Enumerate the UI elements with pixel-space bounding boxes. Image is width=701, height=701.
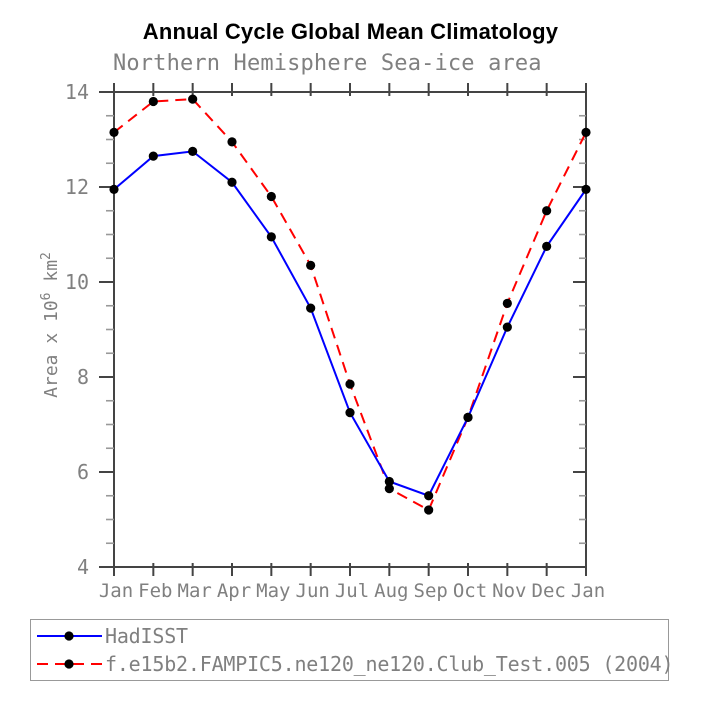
data-point <box>188 94 198 104</box>
hadisst-line-sample <box>37 631 102 641</box>
y-tick-label: 8 <box>77 365 89 389</box>
series-markers-hadisst <box>109 146 591 501</box>
data-point <box>384 476 394 487</box>
x-tick-label: Aug <box>374 580 408 602</box>
y-tick-label: 14 <box>65 80 89 104</box>
x-tick-label: Apr <box>217 580 251 602</box>
legend-box: HadISST f.e15b2.FAMPIC5.ne120_ne120.Club… <box>30 619 674 681</box>
y-axis-ticks <box>99 91 586 568</box>
data-point <box>148 151 158 161</box>
legend-label-hadisst: HadISST <box>105 624 188 648</box>
x-tick-label: Sep <box>414 580 448 602</box>
y-tick-label: 4 <box>77 555 89 579</box>
chart-subtitle: Northern Hemisphere Sea-ice area <box>113 51 542 76</box>
y-tick-label: 12 <box>65 175 89 199</box>
legend-item-model: f.e15b2.FAMPIC5.ne120_ne120.Club_Test.00… <box>35 650 674 678</box>
data-point <box>148 96 158 107</box>
x-tick-label: Jul <box>335 580 369 602</box>
series-markers-f-e15b2-fampic5-ne12 <box>109 94 591 515</box>
y-axis-title-text: Area x 106 km2 <box>39 252 62 398</box>
model-line-sample <box>37 659 102 669</box>
x-axis-ticks <box>113 83 587 576</box>
x-tick-label: Jan <box>99 580 133 602</box>
y-axis-labels: 4 6 8 10 12 14 <box>65 80 89 579</box>
data-point <box>188 146 198 156</box>
data-point <box>345 408 355 418</box>
x-tick-label: Oct <box>453 580 487 602</box>
y-axis-title: Area x 106 km2 <box>39 252 62 398</box>
x-tick-label: May <box>256 580 290 602</box>
legend-item-hadisst: HadISST <box>35 622 668 650</box>
data-point <box>502 322 512 332</box>
data-point <box>384 484 394 494</box>
data-point <box>424 505 434 515</box>
series-line-hadisst <box>113 150 587 497</box>
y-tick-label: 6 <box>77 460 89 484</box>
data-point <box>463 412 473 422</box>
data-point <box>542 241 552 251</box>
data-point <box>266 232 276 242</box>
data-point <box>424 491 434 501</box>
x-tick-label: Mar <box>178 580 212 602</box>
data-point <box>227 137 237 147</box>
y-axis-minor-ticks <box>106 114 586 545</box>
data-point <box>109 184 119 194</box>
x-tick-label: Dec <box>532 580 566 602</box>
plot-frame <box>113 91 587 568</box>
data-point <box>581 184 591 194</box>
series-line-f-e15b2-fampic5-ne12 <box>113 98 587 512</box>
chart-title: Annual Cycle Global Mean Climatology <box>142 19 559 44</box>
x-tick-label: Feb <box>138 580 172 602</box>
data-point <box>227 177 237 187</box>
data-point <box>306 260 316 270</box>
y-tick-label: 10 <box>65 270 89 294</box>
x-tick-label: Jun <box>296 580 330 602</box>
data-point <box>266 191 276 202</box>
x-axis-labels: Jan Feb Mar Apr May Jun Jul Aug Sep Oct Nov Dec Jan <box>99 580 605 602</box>
data-point <box>581 127 591 137</box>
x-tick-label: Nov <box>492 580 526 602</box>
data-point <box>502 298 512 308</box>
data-point <box>345 379 355 389</box>
data-point <box>306 303 316 313</box>
data-point <box>542 206 552 216</box>
data-point <box>109 127 119 137</box>
x-tick-label: Jan <box>571 580 605 602</box>
legend-label-model: f.e15b2.FAMPIC5.ne120_ne120.Club_Test.00… <box>105 652 674 676</box>
